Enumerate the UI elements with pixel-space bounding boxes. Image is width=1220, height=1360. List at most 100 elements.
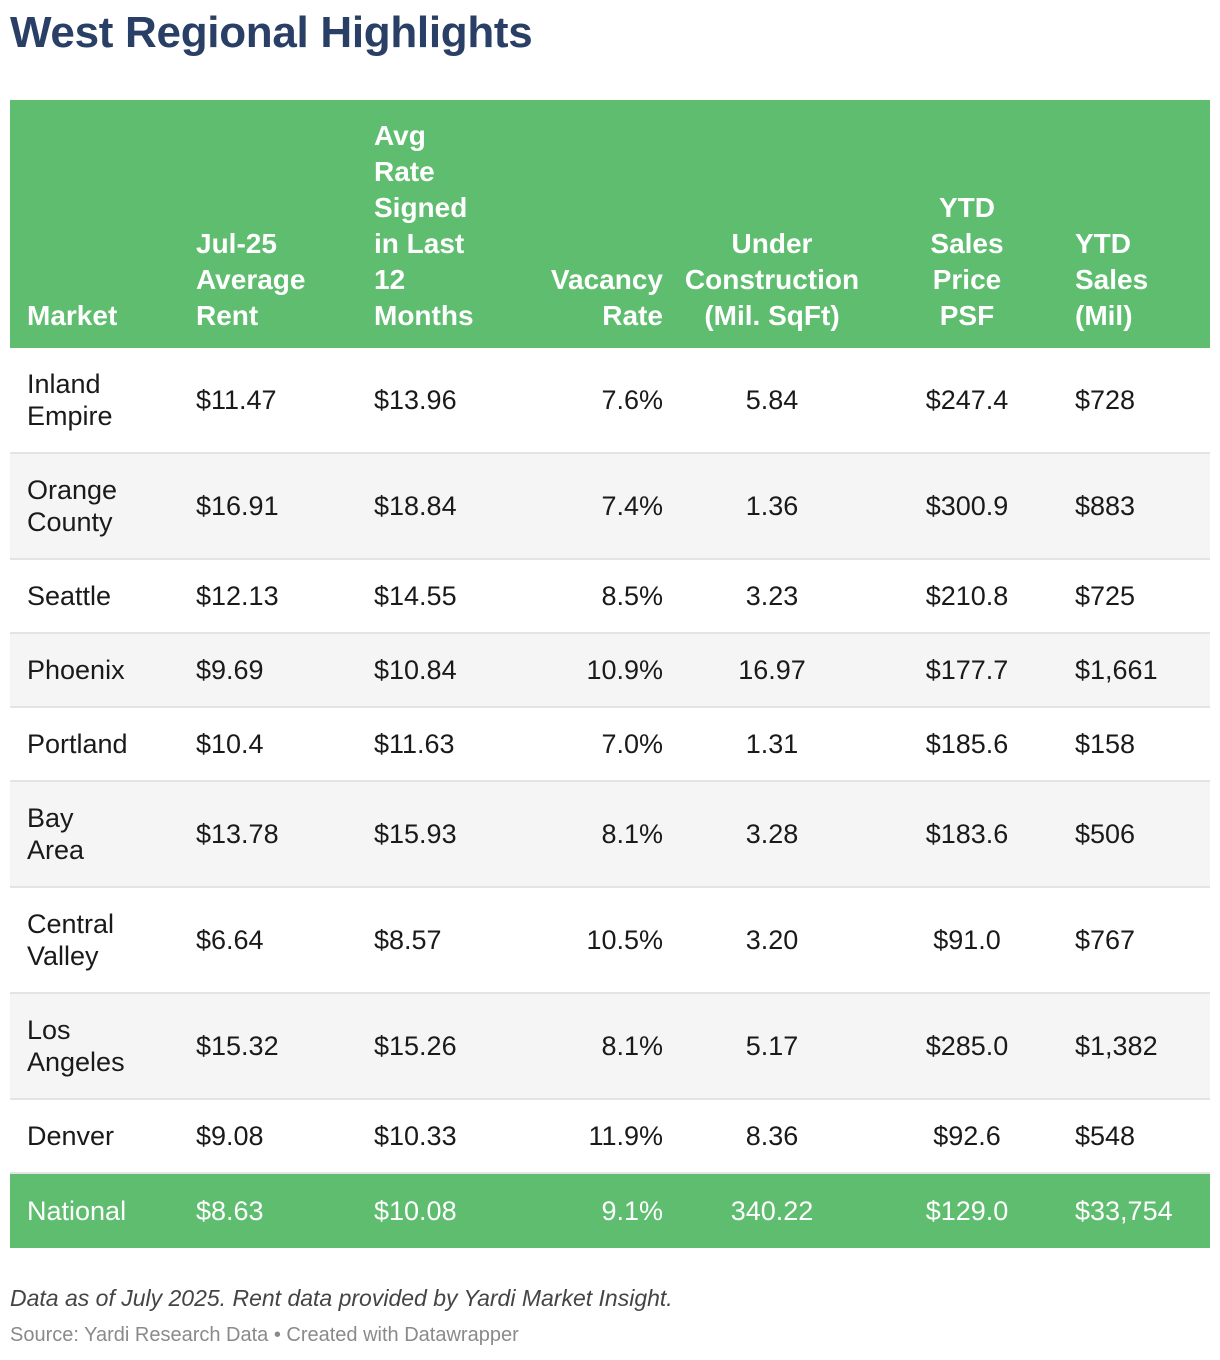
table-body: Inland Empire $11.47 $13.96 7.6% 5.84 $247.4 $…: [10, 348, 1210, 1174]
cell-avg-rate-signed: $13.96: [374, 385, 457, 415]
table-summary-row: National $8.63 $10.08 9.1% 340.22 $129.0 $33,7…: [10, 1174, 1210, 1248]
table-row: Denver $9.08 $10.33 11.9% 8.36 $92.6 $548: [10, 1100, 1210, 1174]
cell-ytd-price-psf: $92.6: [933, 1121, 1001, 1151]
cell-under-construction: 3.23: [745, 581, 799, 611]
cell-vacancy-rate: 7.6%: [601, 385, 663, 415]
cell-market: Orange County: [27, 475, 118, 537]
cell-avg-rate-signed: $18.84: [374, 491, 457, 521]
cell-under-construction: 1.36: [745, 491, 799, 521]
cell-vacancy-rate: 8.1%: [601, 819, 663, 849]
source-credit: Source: Yardi Research Data • Created wi…: [10, 1324, 519, 1346]
table-row: Los Angeles $15.32 $15.26 8.1% 5.17 $285.0 $1,…: [10, 994, 1210, 1100]
cell-avg-rent: $15.32: [196, 1031, 279, 1061]
summary-ytd-price-psf: $129.0: [925, 1196, 1009, 1226]
cell-market: Portland: [27, 729, 128, 759]
cell-under-construction: 8.36: [745, 1121, 799, 1151]
cell-vacancy-rate: 8.5%: [601, 581, 663, 611]
header-label: Jul-25 Average Rent: [196, 228, 306, 331]
cell-avg-rent: $11.47: [196, 385, 277, 415]
header-label: YTD Sales Price PSF: [930, 192, 1004, 331]
cell-avg-rent: $10.4: [196, 729, 264, 759]
cell-market: Central Valley: [27, 909, 115, 971]
summary-vacancy-rate: 9.1%: [601, 1196, 663, 1226]
header-label: Under Construction (Mil. SqFt): [684, 228, 860, 331]
cell-vacancy-rate: 10.5%: [586, 925, 663, 955]
header-label: Vacancy Rate: [550, 264, 663, 331]
cell-market: Los Angeles: [27, 1015, 125, 1077]
cell-ytd-sales: $725: [1075, 581, 1136, 611]
table-row: Orange County $16.91 $18.84 7.4% 1.36 $300.9 $…: [10, 454, 1210, 560]
cell-vacancy-rate: 7.0%: [601, 729, 663, 759]
table-row: Seattle $12.13 $14.55 8.5% 3.23 $210.8 $725: [10, 560, 1210, 634]
cell-avg-rent: $13.78: [196, 819, 279, 849]
cell-ytd-sales: $767: [1075, 925, 1136, 955]
cell-ytd-sales: $728: [1075, 385, 1136, 415]
cell-avg-rate-signed: $14.55: [374, 581, 457, 611]
table-row: Bay Area $13.78 $15.93 8.1% 3.28 $183.6 $506: [10, 782, 1210, 888]
cell-under-construction: 3.20: [745, 925, 799, 955]
cell-ytd-price-psf: $91.0: [933, 925, 1001, 955]
cell-ytd-price-psf: $177.7: [925, 655, 1009, 685]
footnote: Data as of July 2025. Rent data provided…: [10, 1285, 673, 1311]
summary-market: National: [27, 1196, 127, 1226]
cell-avg-rate-signed: $10.84: [374, 655, 457, 685]
cell-vacancy-rate: 10.9%: [586, 655, 663, 685]
table-row: Central Valley $6.64 $8.57 10.5% 3.20 $91.0 $7…: [10, 888, 1210, 994]
header-vacancy-rate: Vacancy Rate: [510, 100, 677, 348]
summary-avg-rate-signed: $10.08: [374, 1196, 457, 1226]
cell-ytd-price-psf: $300.9: [925, 491, 1009, 521]
cell-market: Bay Area: [27, 803, 85, 865]
header-label: Market: [27, 300, 118, 331]
table-header-row: Market Jul-25 Average Rent Avg Rate Signed…: [10, 100, 1210, 348]
summary-under-construction: 340.22: [730, 1196, 814, 1226]
cell-avg-rent: $9.08: [196, 1121, 264, 1151]
cell-avg-rent: $9.69: [196, 655, 264, 685]
data-table: Market Jul-25 Average Rent Avg Rate Signed…: [10, 100, 1210, 1248]
cell-avg-rate-signed: $15.26: [374, 1031, 457, 1061]
header-ytd-sales: YTD Sales (Mil): [1067, 100, 1210, 348]
header-label: YTD Sales (Mil): [1075, 228, 1149, 331]
table-row: Portland $10.4 $11.63 7.0% 1.31 $185.6 $158: [10, 708, 1210, 782]
cell-vacancy-rate: 11.9%: [588, 1121, 663, 1151]
cell-ytd-sales: $1,382: [1075, 1031, 1158, 1061]
cell-avg-rent: $6.64: [196, 925, 264, 955]
cell-avg-rate-signed: $15.93: [374, 819, 457, 849]
summary-ytd-sales: $33,754: [1075, 1196, 1173, 1226]
cell-avg-rate-signed: $11.63: [374, 729, 455, 759]
cell-ytd-price-psf: $210.8: [925, 581, 1009, 611]
cell-market: Seattle: [27, 581, 112, 611]
cell-ytd-price-psf: $285.0: [925, 1031, 1009, 1061]
cell-market: Phoenix: [27, 655, 125, 685]
cell-ytd-sales: $506: [1075, 819, 1136, 849]
cell-avg-rate-signed: $8.57: [374, 925, 442, 955]
cell-ytd-price-psf: $185.6: [925, 729, 1009, 759]
header-label: Avg Rate Signed in Last 12 Months: [374, 120, 474, 331]
cell-under-construction: 3.28: [745, 819, 799, 849]
cell-ytd-sales: $1,661: [1075, 655, 1158, 685]
cell-under-construction: 1.31: [745, 729, 799, 759]
table-row: Inland Empire $11.47 $13.96 7.6% 5.84 $247.4 $…: [10, 348, 1210, 454]
cell-vacancy-rate: 7.4%: [601, 491, 663, 521]
header-market: Market: [10, 100, 180, 348]
cell-avg-rate-signed: $10.33: [374, 1121, 457, 1151]
header-avg-rent: Jul-25 Average Rent: [180, 100, 358, 348]
cell-avg-rent: $12.13: [196, 581, 279, 611]
table-row: Phoenix $9.69 $10.84 10.9% 16.97 $177.7 $1,661: [10, 634, 1210, 708]
cell-market: Denver: [27, 1121, 115, 1151]
cell-market: Inland Empire: [27, 369, 113, 431]
cell-vacancy-rate: 8.1%: [601, 1031, 663, 1061]
cell-under-construction: 5.17: [745, 1031, 799, 1061]
header-ytd-price-psf: YTD Sales Price PSF: [867, 100, 1067, 348]
cell-under-construction: 5.84: [745, 385, 799, 415]
header-under-construction: Under Construction (Mil. SqFt): [677, 100, 867, 348]
cell-ytd-sales: $548: [1075, 1121, 1136, 1151]
cell-ytd-sales: $883: [1075, 491, 1136, 521]
cell-ytd-sales: $158: [1075, 729, 1136, 759]
cell-ytd-price-psf: $247.4: [925, 385, 1009, 415]
cell-avg-rent: $16.91: [196, 491, 279, 521]
cell-under-construction: 16.97: [738, 655, 806, 685]
header-avg-rate-signed: Avg Rate Signed in Last 12 Months: [358, 100, 510, 348]
cell-ytd-price-psf: $183.6: [925, 819, 1009, 849]
summary-avg-rent: $8.63: [196, 1196, 264, 1226]
page-title: West Regional Highlights: [10, 8, 533, 57]
